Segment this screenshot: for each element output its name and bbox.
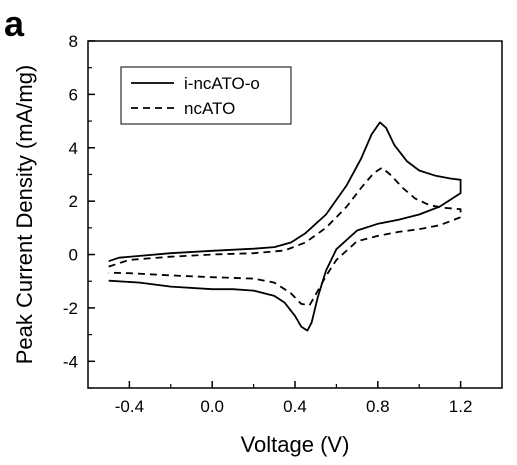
legend-box bbox=[120, 66, 292, 125]
y-tick-label: 4 bbox=[69, 139, 78, 158]
legend-label-ncATO: ncATO bbox=[184, 99, 235, 118]
panel-label: a bbox=[4, 3, 25, 44]
x-tick-label: 1.2 bbox=[449, 397, 473, 416]
y-tick-label: 0 bbox=[69, 246, 78, 265]
x-axis-title: Voltage (V) bbox=[241, 432, 350, 457]
plot-area: -0.4 0.0 0.4 0.8 1.2 -4 -2 0 2 4 6 8 bbox=[63, 32, 503, 416]
legend-label-i-ncATO-o: i-ncATO-o bbox=[184, 74, 260, 93]
x-tick-label: 0.8 bbox=[366, 397, 390, 416]
legend: i-ncATO-o ncATO bbox=[120, 66, 292, 125]
y-tick-label: 6 bbox=[69, 85, 78, 104]
y-tick-label: -4 bbox=[63, 352, 78, 371]
series-line-i-ncATO-o bbox=[108, 121, 462, 332]
x-axis-ticks: -0.4 0.0 0.4 0.8 1.2 bbox=[115, 381, 473, 416]
y-axis-title: Peak Current Density (mA/mg) bbox=[12, 65, 37, 365]
y-tick-label: 8 bbox=[69, 32, 78, 51]
curves-group bbox=[108, 121, 462, 332]
series-line-ncATO bbox=[108, 166, 462, 307]
y-tick-label: 2 bbox=[69, 192, 78, 211]
y-tick-label: -2 bbox=[63, 299, 78, 318]
x-tick-label: 0.4 bbox=[283, 397, 307, 416]
y-axis-ticks: -4 -2 0 2 4 6 8 bbox=[63, 32, 95, 389]
x-tick-label: -0.4 bbox=[115, 397, 144, 416]
x-tick-label: 0.0 bbox=[200, 397, 224, 416]
